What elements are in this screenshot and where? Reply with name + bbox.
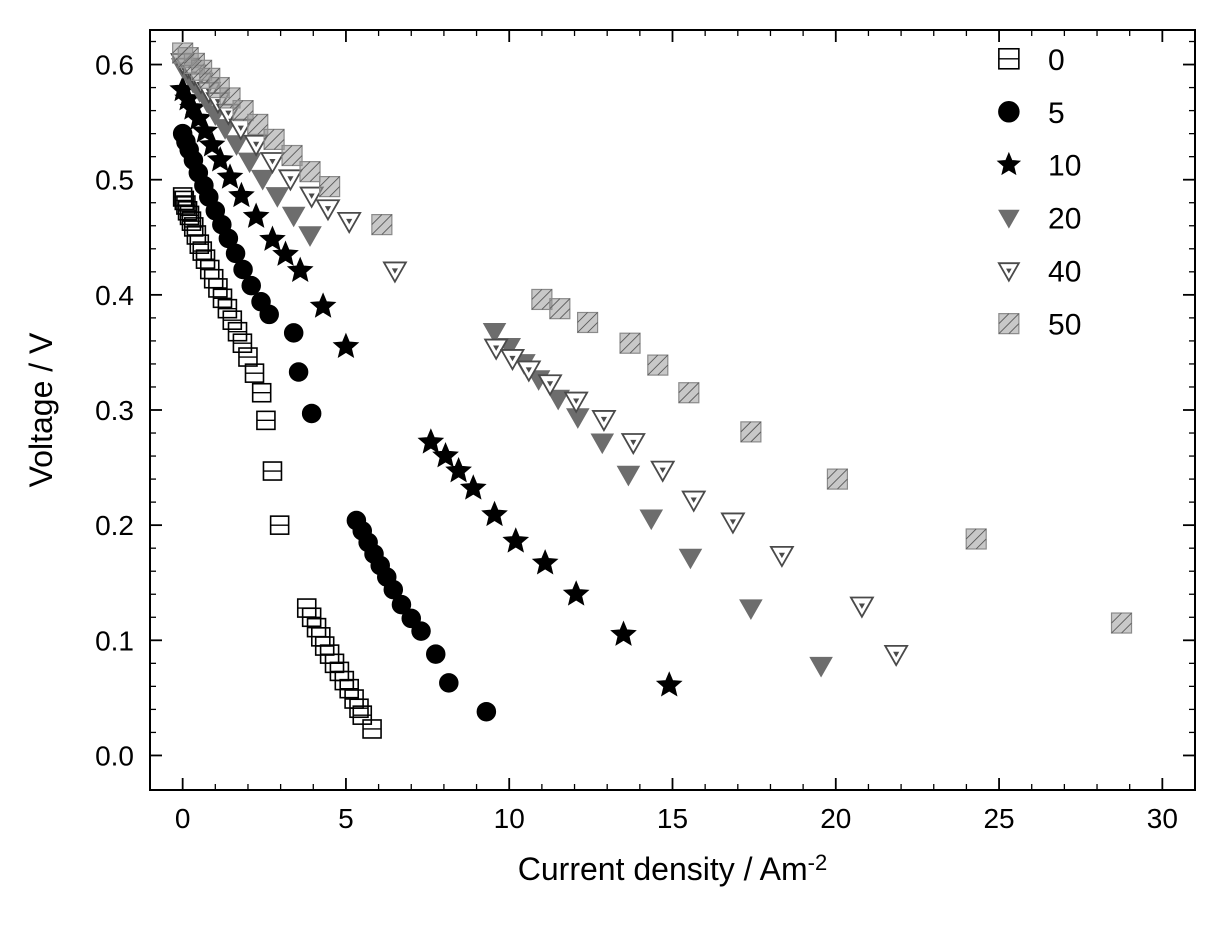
legend-item-s20: 20	[999, 203, 1082, 236]
legend-label: 50	[1048, 309, 1081, 342]
x-tick-label: 15	[657, 803, 688, 834]
legend: 0 5 10 20 40 50	[998, 44, 1081, 342]
legend-item-s50: 50	[999, 309, 1082, 342]
legend-label: 20	[1048, 203, 1081, 236]
legend-item-s5: 5	[999, 97, 1065, 130]
x-tick-label: 0	[175, 803, 191, 834]
legend-item-s0: 0	[999, 44, 1065, 77]
y-tick-label: 0.1	[95, 625, 134, 656]
y-axis-label: Voltage / V	[23, 332, 59, 487]
series-s50	[173, 43, 1132, 633]
y-tick-label: 0.2	[95, 510, 134, 541]
legend-label: 10	[1048, 150, 1081, 183]
y-tick-label: 0.3	[95, 395, 134, 426]
plot-area	[171, 43, 1132, 738]
polarization-chart: 0 5 10 15 20 25 30 0.0 0.1 0.2 0.3 0.4 0.5 0.6 Current…	[0, 0, 1231, 940]
x-tick-label: 30	[1147, 803, 1178, 834]
chart-container: 0 5 10 15 20 25 30 0.0 0.1 0.2 0.3 0.4 0.5 0.6 Current…	[0, 0, 1231, 940]
series-s10	[171, 77, 682, 695]
x-tick-label: 10	[494, 803, 525, 834]
legend-label: 5	[1048, 97, 1065, 130]
series-s5	[174, 125, 496, 721]
legend-label: 0	[1048, 44, 1065, 77]
y-tick-label: 0.0	[95, 740, 134, 771]
series-s20	[172, 59, 832, 677]
legend-label: 40	[1048, 256, 1081, 289]
y-tick-label: 0.6	[95, 50, 134, 81]
x-tick-label: 20	[820, 803, 851, 834]
legend-item-s40: 40	[999, 256, 1082, 289]
x-axis-label: Current density / Am-2	[518, 850, 827, 887]
y-tick-label: 0.4	[95, 280, 134, 311]
x-tick-label: 25	[983, 803, 1014, 834]
series-s0	[174, 188, 381, 738]
y-tick-label: 0.5	[95, 165, 134, 196]
legend-item-s10: 10	[998, 150, 1081, 183]
x-tick-label: 5	[338, 803, 354, 834]
